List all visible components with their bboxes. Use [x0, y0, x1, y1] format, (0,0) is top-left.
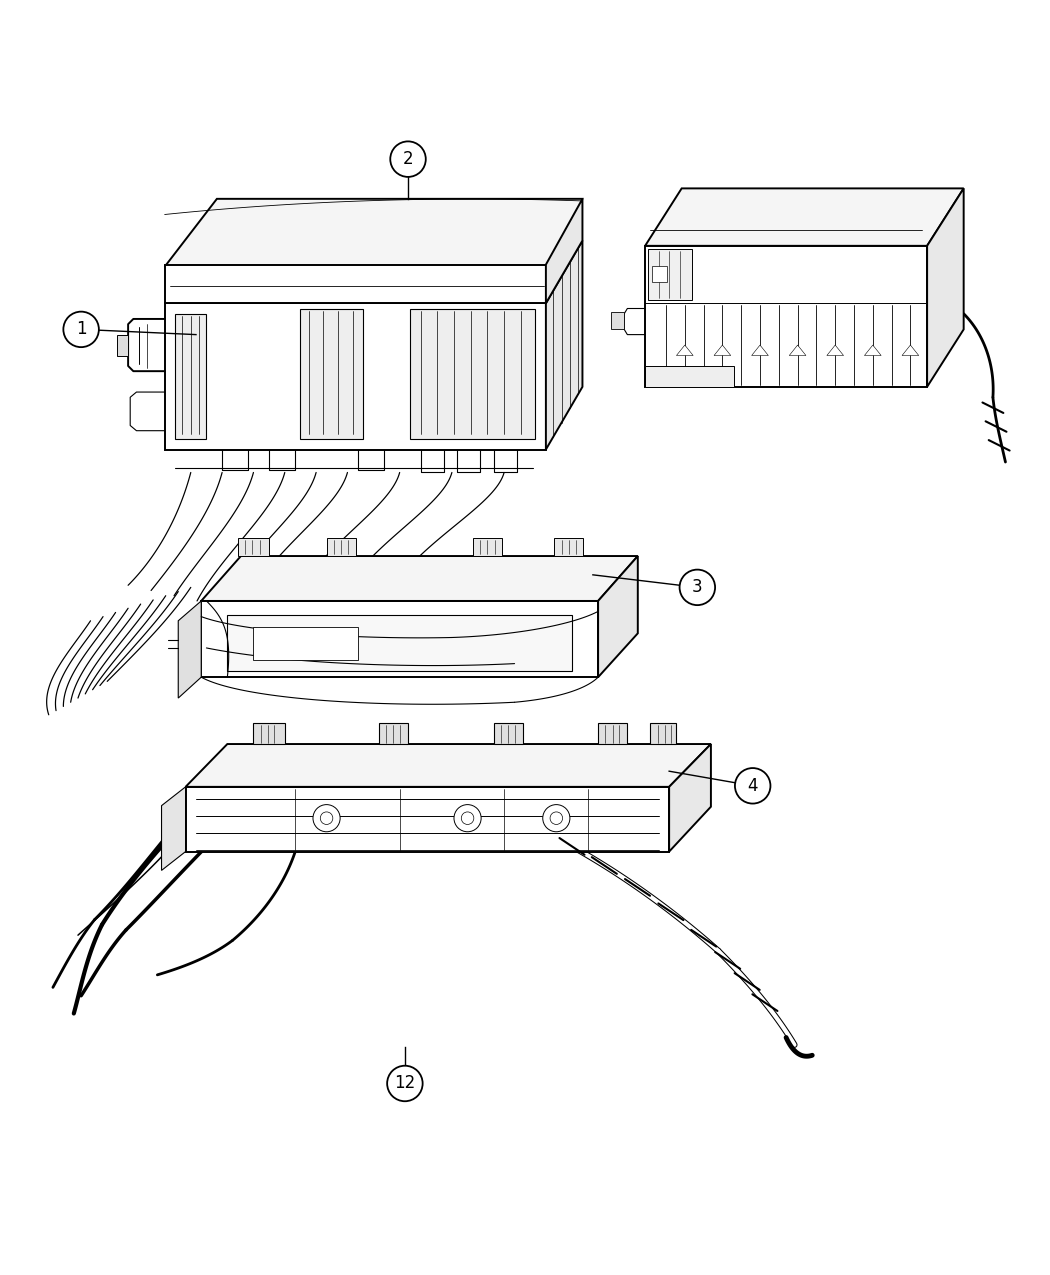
Polygon shape — [714, 346, 731, 356]
Circle shape — [313, 805, 340, 831]
Polygon shape — [411, 309, 536, 439]
Polygon shape — [253, 723, 285, 745]
Polygon shape — [379, 723, 408, 745]
Circle shape — [679, 570, 715, 606]
Polygon shape — [598, 556, 637, 677]
Polygon shape — [175, 314, 207, 439]
Polygon shape — [300, 309, 363, 439]
Polygon shape — [162, 787, 186, 871]
Polygon shape — [327, 538, 356, 556]
Polygon shape — [752, 346, 769, 356]
Polygon shape — [202, 601, 598, 677]
Polygon shape — [645, 189, 964, 246]
Polygon shape — [228, 615, 572, 671]
Polygon shape — [554, 538, 584, 556]
Polygon shape — [645, 366, 734, 386]
Text: 12: 12 — [394, 1075, 416, 1093]
Circle shape — [454, 805, 481, 831]
Polygon shape — [611, 311, 624, 329]
Circle shape — [387, 1066, 423, 1102]
Circle shape — [63, 311, 99, 347]
Polygon shape — [826, 346, 843, 356]
Polygon shape — [669, 745, 711, 852]
Polygon shape — [472, 538, 502, 556]
Text: 1: 1 — [76, 320, 86, 338]
Polygon shape — [253, 627, 358, 660]
Polygon shape — [927, 189, 964, 386]
Circle shape — [543, 805, 570, 831]
Polygon shape — [864, 346, 881, 356]
Polygon shape — [202, 556, 637, 601]
Polygon shape — [165, 199, 583, 266]
Polygon shape — [650, 723, 676, 745]
Circle shape — [391, 142, 426, 177]
Text: 3: 3 — [692, 579, 702, 597]
Polygon shape — [546, 241, 583, 450]
Polygon shape — [676, 346, 693, 356]
Polygon shape — [237, 538, 269, 556]
Polygon shape — [186, 745, 711, 787]
Polygon shape — [165, 303, 546, 450]
Circle shape — [735, 768, 771, 803]
Polygon shape — [598, 723, 627, 745]
Polygon shape — [790, 346, 806, 356]
Polygon shape — [648, 249, 692, 300]
Polygon shape — [652, 265, 667, 282]
Polygon shape — [902, 346, 919, 356]
Polygon shape — [117, 334, 128, 356]
Text: 4: 4 — [748, 776, 758, 794]
Polygon shape — [186, 787, 669, 852]
Polygon shape — [546, 199, 583, 303]
Polygon shape — [645, 246, 927, 386]
Polygon shape — [165, 265, 546, 303]
Polygon shape — [494, 723, 523, 745]
Polygon shape — [178, 601, 202, 699]
Text: 2: 2 — [403, 150, 414, 168]
